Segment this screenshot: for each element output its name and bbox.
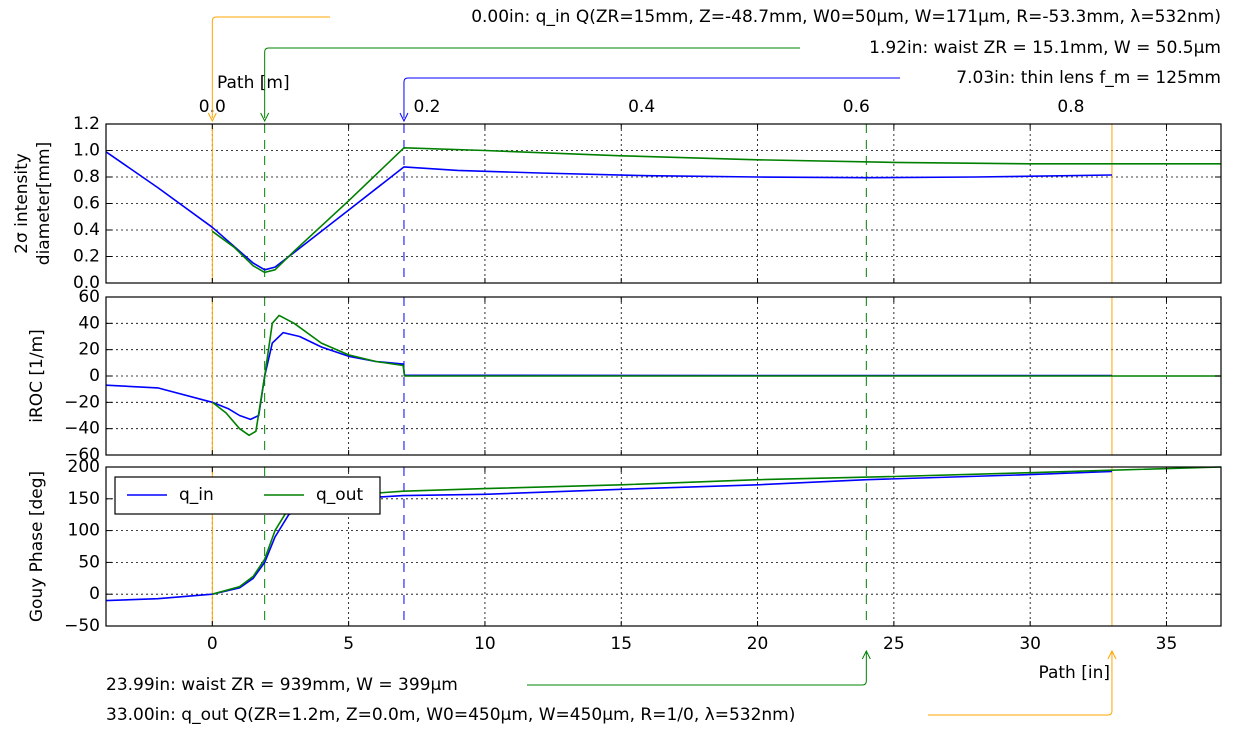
- annotation-arrowhead: [399, 112, 409, 123]
- y-axis-label: iROC [1/m]: [27, 329, 47, 423]
- y-tick-label: 1.0: [73, 141, 100, 161]
- x-tick-label: 5: [343, 634, 354, 654]
- top-tick-label: 0.6: [843, 97, 870, 117]
- legend: q_in q_out: [114, 476, 381, 515]
- y-tick-label: 0.0: [73, 273, 100, 293]
- y-tick-label: 0.8: [73, 167, 100, 187]
- x-tick-label: 25: [883, 634, 905, 654]
- y-tick-label: 0.4: [73, 220, 100, 240]
- y-axis-label: 2σ intensity: [12, 153, 32, 254]
- x-axis-label: Path [in]: [1038, 663, 1110, 683]
- legend-label: q_out: [316, 485, 363, 505]
- y-tick-label: 20: [78, 340, 100, 360]
- annotation-arrowhead: [1107, 649, 1117, 660]
- series-line-q-in: [105, 151, 1113, 271]
- y-tick-label: 50: [78, 552, 100, 572]
- annotation-bottom: 23.99in: waist ZR = 939mm, W = 399µm: [106, 675, 458, 695]
- y-tick-label: 200: [68, 457, 100, 477]
- panel-frame: [105, 123, 1222, 284]
- y-tick-label: 0.6: [73, 194, 100, 214]
- annotation-arrow: [403, 77, 900, 118]
- annotation-arrow: [211, 16, 330, 118]
- panel-diameter: 0.0 0.2 0.4 0.6 0.8 1.0 1.2 2σ intensity diamete…: [12, 114, 1222, 293]
- x-tick-label: 30: [1019, 634, 1041, 654]
- x-tick-label: 10: [474, 634, 496, 654]
- annotation-bottom: 33.00in: q_out Q(ZR=1.2m, Z=0.0m, W0=450…: [106, 705, 795, 725]
- panel-frame: [105, 466, 1222, 627]
- y-axis-label: diameter[mm]: [34, 142, 54, 265]
- annotation-arrow: [928, 652, 1113, 716]
- top-tick-label: 0.8: [1057, 97, 1084, 117]
- y-tick-label: 0: [89, 584, 100, 604]
- series-line-q-out: [211, 314, 1221, 437]
- y-tick-label: −60: [64, 445, 100, 465]
- y-tick-label: −50: [64, 616, 100, 636]
- top-axis-label: Path [m]: [217, 73, 290, 93]
- annotation-arrow: [527, 652, 867, 686]
- y-axis-label: Gouy Phase [deg]: [27, 471, 47, 622]
- y-tick-label: 0: [89, 366, 100, 386]
- y-tick-label: 40: [78, 313, 100, 333]
- y-tick-label: 1.2: [73, 114, 100, 134]
- annotation-arrowhead: [260, 112, 270, 123]
- panel-iroc: −60 −40 −20 0 20 40 60 iROC [1/m]: [27, 287, 1222, 465]
- annotation-top: 1.92in: waist ZR = 15.1mm, W = 50.5µm: [869, 38, 1221, 58]
- x-tick-label: 20: [747, 634, 769, 654]
- top-tick-label: 0.2: [413, 97, 440, 117]
- y-tick-label: −40: [64, 419, 100, 439]
- x-tick-label: 35: [1156, 634, 1178, 654]
- annotation-top: 7.03in: thin lens f_m = 125mm: [956, 68, 1221, 88]
- series-line-q-out: [211, 147, 1221, 274]
- y-tick-label: 0.2: [73, 247, 100, 267]
- x-tick-label: 0: [207, 634, 218, 654]
- y-tick-label: 150: [68, 489, 100, 509]
- legend-label: q_in: [179, 485, 214, 505]
- top-tick-label: 0.4: [628, 97, 655, 117]
- annotation-top: 0.00in: q_in Q(ZR=15mm, Z=-48.7mm, W0=50…: [471, 7, 1221, 27]
- annotation-arrowhead: [861, 649, 871, 660]
- annotation-arrowhead: [207, 112, 217, 123]
- annotation-arrow: [264, 47, 800, 118]
- y-tick-label: 60: [78, 287, 100, 307]
- x-tick-label: 15: [610, 634, 632, 654]
- y-tick-label: −20: [64, 392, 100, 412]
- y-tick-label: 100: [68, 521, 100, 541]
